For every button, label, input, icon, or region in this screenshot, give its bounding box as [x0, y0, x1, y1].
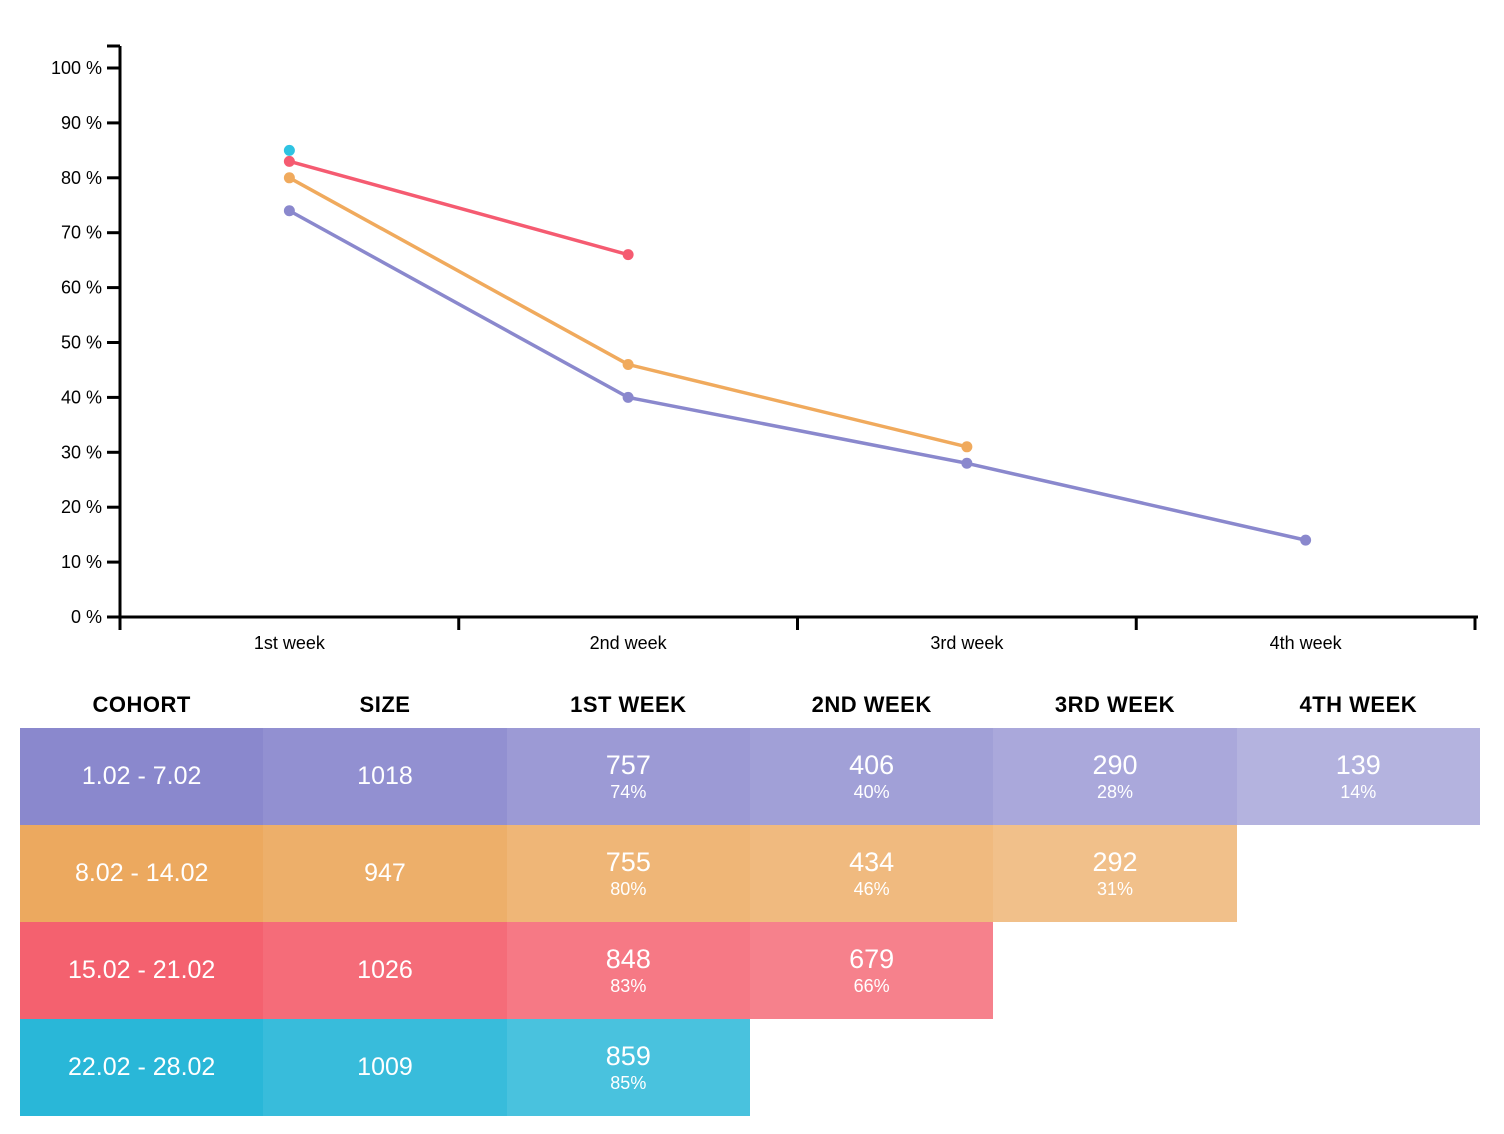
y-axis-tick-label: 30 % — [61, 442, 102, 462]
week-user-count: 292 — [1092, 847, 1138, 877]
week-user-count: 406 — [849, 750, 895, 780]
cohort-series-line — [287, 159, 630, 257]
table-row: 8.02 - 14.02 947 755 80% 434 46% 292 31% — [20, 825, 1480, 922]
y-axis-tick-label: 0 % — [71, 607, 102, 627]
y-axis-tick-label: 70 % — [61, 223, 102, 243]
week-cell: 434 46% — [749, 825, 994, 922]
cohort-series-line — [287, 176, 969, 449]
x-axis-tick-label: 1st week — [254, 633, 326, 653]
column-header: 4TH WEEK — [1299, 692, 1418, 717]
size-value: 1018 — [357, 762, 413, 790]
table-body: 1.02 - 7.02 1018 757 74% 406 40% 290 28% 139 14% 8… — [20, 728, 1480, 1116]
week-retention-percent: 66% — [853, 976, 890, 996]
cohort-series-line — [287, 208, 1308, 542]
data-point — [622, 249, 634, 261]
table-row: 1.02 - 7.02 1018 757 74% 406 40% 290 28% 139 14% — [20, 728, 1480, 825]
cohort-label: 1.02 - 7.02 — [81, 762, 202, 790]
table-header-row: COHORT SIZE 1ST WEEK 2ND WEEK 3RD WEEK 4TH WE… — [20, 682, 1480, 728]
y-axis-tick-label: 50 % — [61, 333, 102, 353]
data-point — [283, 172, 295, 184]
week-user-count: 139 — [1335, 750, 1381, 780]
cohort-cell: 15.02 - 21.02 — [20, 922, 264, 1019]
week-cell: 292 31% — [993, 825, 1237, 922]
x-axis-tick-label: 3rd week — [930, 633, 1004, 653]
week-retention-percent: 28% — [1096, 782, 1133, 802]
data-point — [283, 155, 295, 167]
data-point — [1300, 534, 1312, 546]
week-retention-percent: 80% — [610, 879, 647, 899]
column-header: 2ND WEEK — [811, 692, 932, 717]
week-retention-percent: 14% — [1340, 782, 1377, 802]
week-retention-percent: 46% — [853, 879, 890, 899]
size-cell: 1009 — [263, 1019, 507, 1116]
data-point — [961, 441, 973, 453]
y-axis-tick-label: 20 % — [61, 497, 102, 517]
size-cell: 1018 — [263, 728, 507, 825]
y-axis-tick-label: 10 % — [61, 552, 102, 572]
week-retention-percent: 85% — [610, 1073, 647, 1093]
y-axis-tick-label: 40 % — [61, 387, 102, 407]
column-header: 3RD WEEK — [1054, 692, 1176, 717]
cohort-table: COHORT SIZE 1ST WEEK 2ND WEEK 3RD WEEK 4TH WE… — [20, 682, 1480, 1116]
cohort-cell: 22.02 - 28.02 — [20, 1019, 264, 1116]
week-retention-percent: 40% — [853, 782, 890, 802]
week-user-count: 859 — [605, 1041, 651, 1071]
y-axis-tick-label: 90 % — [61, 113, 102, 133]
table-row: 15.02 - 21.02 1026 848 83% 679 66% — [20, 922, 1480, 1019]
week-user-count: 755 — [605, 847, 651, 877]
week-cell: 757 74% — [506, 728, 750, 825]
data-point — [622, 358, 634, 370]
data-point — [622, 391, 634, 403]
column-header: SIZE — [359, 692, 411, 717]
week-retention-percent: 31% — [1096, 879, 1133, 899]
week-retention-percent: 83% — [610, 976, 647, 996]
retention-line-chart: 0 % 10 % 20 % 30 % 40 % 50 % 60 % 70 % 80 % 90 % 1… — [51, 44, 1478, 653]
size-value: 947 — [364, 859, 406, 887]
data-point — [283, 144, 295, 156]
column-header: COHORT — [92, 692, 191, 717]
week-cell: 859 85% — [506, 1019, 750, 1116]
table-row: 22.02 - 28.02 1009 859 85% — [20, 1019, 1480, 1116]
week-user-count: 290 — [1092, 750, 1138, 780]
column-header: 1ST WEEK — [570, 692, 687, 717]
y-axis-tick-label: 80 % — [61, 168, 102, 188]
week-cell: 290 28% — [993, 728, 1237, 825]
size-value: 1026 — [357, 956, 413, 984]
size-cell: 947 — [263, 825, 507, 922]
x-axis-tick-label: 4th week — [1270, 633, 1343, 653]
size-cell: 1026 — [263, 922, 507, 1019]
y-axis-tick-label: 100 % — [51, 58, 102, 78]
week-cell: 139 14% — [1236, 728, 1480, 825]
week-user-count: 679 — [849, 944, 895, 974]
cohort-label: 8.02 - 14.02 — [74, 859, 209, 887]
data-point — [283, 205, 295, 217]
data-point — [961, 457, 973, 469]
size-value: 1009 — [357, 1053, 413, 1081]
cohort-cell: 8.02 - 14.02 — [20, 825, 264, 922]
cohort-label: 22.02 - 28.02 — [67, 1053, 216, 1081]
y-axis-tick-label: 60 % — [61, 278, 102, 298]
week-user-count: 434 — [849, 847, 895, 877]
week-user-count: 757 — [605, 750, 651, 780]
week-cell: 679 66% — [749, 922, 994, 1019]
cohort-cell: 1.02 - 7.02 — [20, 728, 264, 825]
week-cell: 406 40% — [749, 728, 994, 825]
week-cell: 848 83% — [506, 922, 750, 1019]
week-retention-percent: 74% — [610, 782, 647, 802]
week-user-count: 848 — [605, 944, 651, 974]
x-axis-tick-label: 2nd week — [590, 633, 668, 653]
cohort-label: 15.02 - 21.02 — [67, 956, 216, 984]
week-cell: 755 80% — [506, 825, 750, 922]
